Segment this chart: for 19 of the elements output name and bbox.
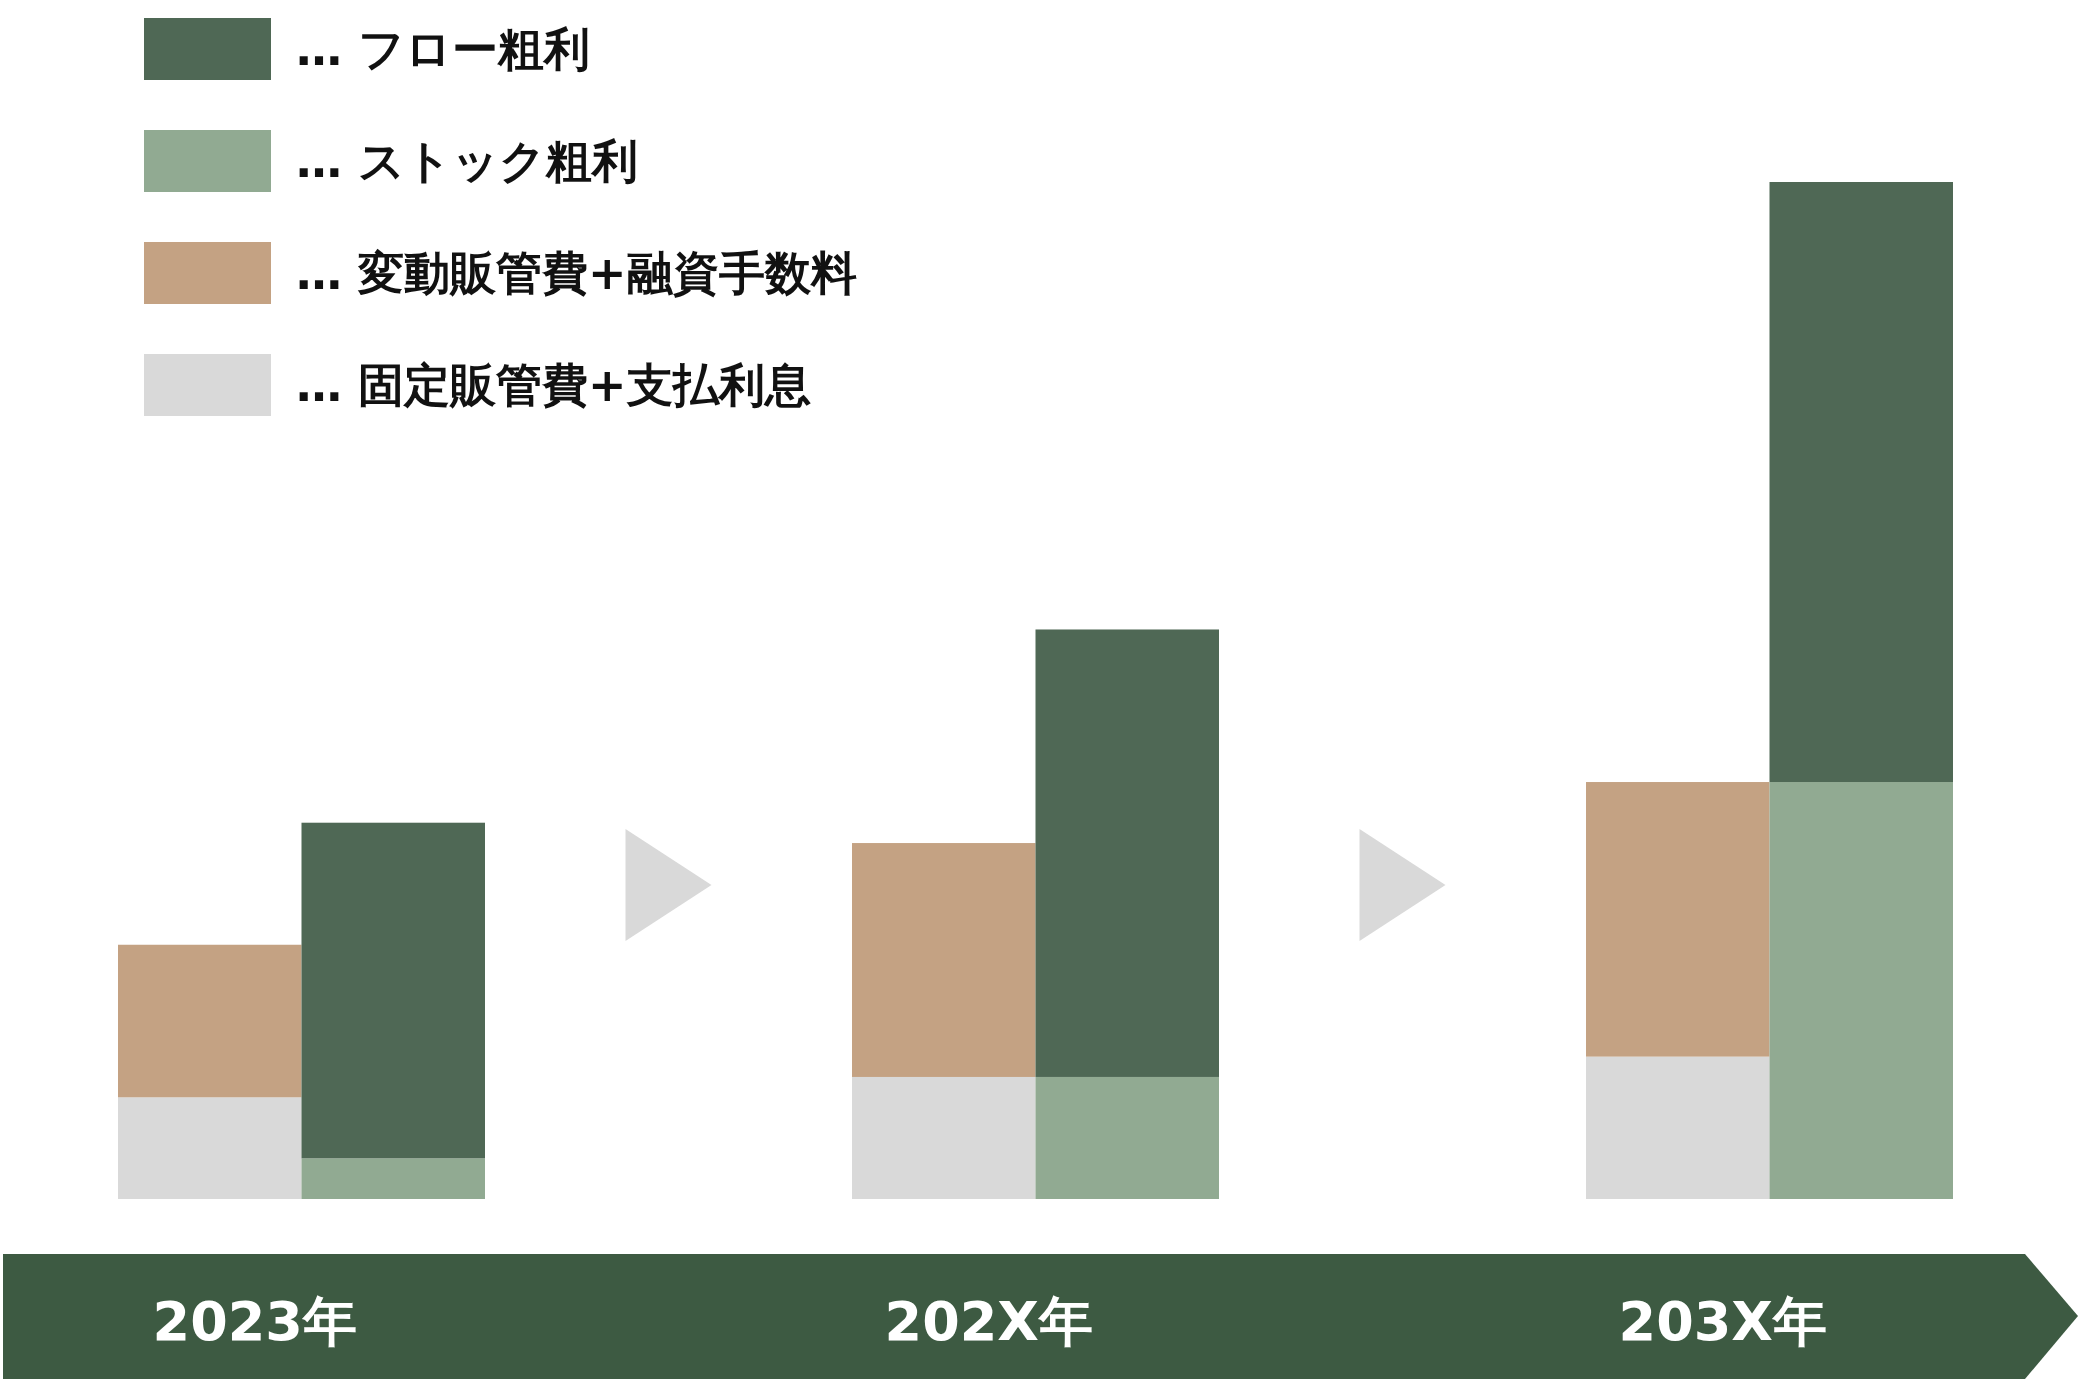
x-tick-label: 2023年 — [152, 1290, 357, 1353]
bar — [1769, 182, 1953, 783]
bar — [118, 944, 302, 1098]
legend-label: … 変動販管費+融資手数料 — [296, 246, 857, 300]
legend-label: … ストック粗利 — [296, 134, 639, 188]
bar — [852, 843, 1036, 1077]
bar — [118, 1097, 302, 1199]
bar — [301, 1158, 485, 1199]
bar — [301, 822, 485, 1159]
legend-label: … フロー粗利 — [296, 22, 591, 76]
bar — [1769, 782, 1953, 1199]
bar — [852, 1076, 1036, 1199]
legend-label: … 固定販管費+支払利息 — [296, 358, 811, 412]
bar — [1035, 1076, 1219, 1199]
bar — [1586, 782, 1770, 1057]
bar — [1035, 629, 1219, 1077]
x-tick-label: 202X年 — [884, 1290, 1093, 1353]
bar — [1586, 1056, 1770, 1199]
x-tick-label: 203X年 — [1618, 1290, 1827, 1353]
